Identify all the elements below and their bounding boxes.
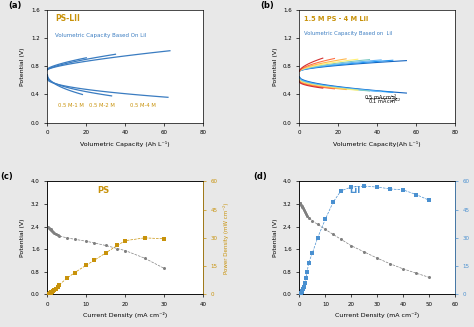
Text: LiI: LiI bbox=[349, 186, 361, 195]
Text: PS-LII: PS-LII bbox=[55, 14, 80, 23]
Text: (d): (d) bbox=[253, 172, 266, 181]
Text: (a): (a) bbox=[9, 1, 22, 9]
X-axis label: Volumetric Capacity (Ah L⁻¹): Volumetric Capacity (Ah L⁻¹) bbox=[81, 141, 170, 147]
Text: 0.1 mA cm$^{-2}$: 0.1 mA cm$^{-2}$ bbox=[368, 96, 401, 106]
Text: Volumetric Capacity Based On LiI: Volumetric Capacity Based On LiI bbox=[55, 33, 146, 38]
Text: 0.5 M-1 M: 0.5 M-1 M bbox=[58, 103, 84, 108]
X-axis label: Volumetric Capacity(Ah L⁻¹): Volumetric Capacity(Ah L⁻¹) bbox=[333, 141, 421, 147]
X-axis label: Current Density (mA cm⁻²): Current Density (mA cm⁻²) bbox=[83, 313, 167, 318]
Text: 0.5 M-4 M: 0.5 M-4 M bbox=[130, 103, 155, 108]
Text: 0.5 M-2 M: 0.5 M-2 M bbox=[89, 103, 115, 108]
Text: (c): (c) bbox=[1, 172, 13, 181]
Y-axis label: Potential (V): Potential (V) bbox=[20, 219, 26, 257]
X-axis label: Current Density (mA cm⁻²): Current Density (mA cm⁻²) bbox=[335, 313, 419, 318]
Y-axis label: Potential (V): Potential (V) bbox=[273, 219, 277, 257]
Text: 1.5 M PS - 4 M LiI: 1.5 M PS - 4 M LiI bbox=[304, 16, 368, 22]
Text: 0.5 mA cm$^{-2}$: 0.5 mA cm$^{-2}$ bbox=[364, 93, 397, 102]
Text: PS: PS bbox=[97, 186, 109, 195]
Y-axis label: Potential (V): Potential (V) bbox=[20, 47, 26, 85]
Y-axis label: Potential (V): Potential (V) bbox=[273, 47, 277, 85]
Text: (b): (b) bbox=[261, 1, 274, 9]
Text: Volumetric Capacity Based on  LiI: Volumetric Capacity Based on LiI bbox=[304, 31, 392, 36]
Y-axis label: Power Density (mW cm⁻²): Power Density (mW cm⁻²) bbox=[223, 202, 229, 274]
